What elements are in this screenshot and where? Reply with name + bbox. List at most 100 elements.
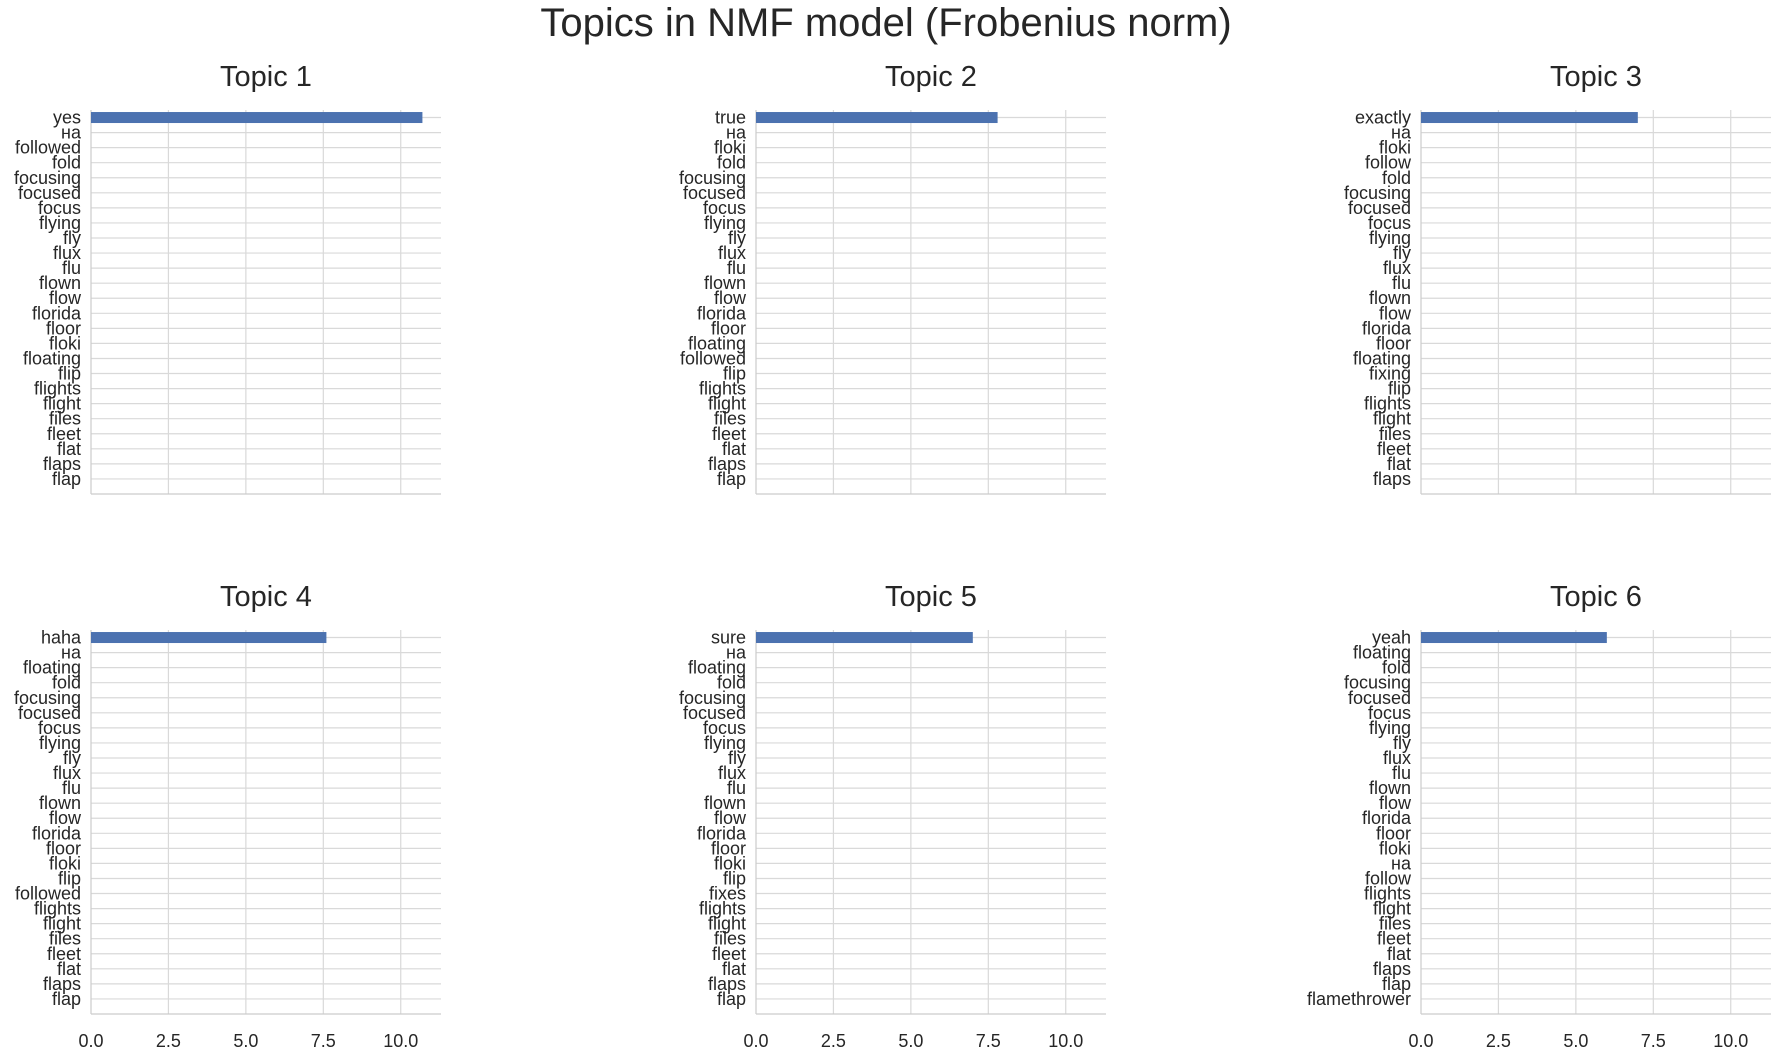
y-tick-label: flaps [1373,959,1411,979]
y-tick-label: files [49,929,81,949]
y-tick-label: florida [697,823,747,843]
figure-title: Topics in NMF model (Frobenius norm) [540,1,1232,45]
y-tick-label: haha [41,628,82,648]
y-tick-label: flying [1369,718,1411,738]
y-tick-label: focus [703,718,746,738]
x-tick-label: 7.5 [311,1031,336,1047]
y-tick-label: fold [717,673,746,693]
y-tick-label: на [61,123,82,143]
y-tick-label: flight [708,394,746,414]
y-tick-label: flap [52,989,81,1009]
y-tick-label: flow [1379,793,1412,813]
y-tick-label: fleet [712,944,746,964]
y-tick-label: flow [714,808,747,828]
y-tick-label: flown [704,793,746,813]
x-tick-label: 5.0 [1563,1031,1588,1047]
y-tick-label: flown [39,273,81,293]
y-tick-label: на [726,123,747,143]
y-tick-label: flip [58,868,81,888]
y-tick-label: flat [1387,454,1411,474]
y-tick-label: focusing [1344,673,1411,693]
y-tick-label: florida [1362,318,1412,338]
y-tick-label: focusing [1344,183,1411,203]
y-tick-label: focusing [14,168,81,188]
y-tick-label: flux [1383,258,1411,278]
y-tick-label: на [61,643,82,663]
y-tick-label: focused [18,183,81,203]
y-tick-label: follow [1365,868,1412,888]
y-tick-label: flux [1383,748,1411,768]
panel-title: Topic 1 [220,61,312,93]
y-tick-label: focused [18,703,81,723]
y-tick-label: files [714,929,746,949]
y-tick-label: focus [38,718,81,738]
x-tick-label: 7.5 [976,1031,1001,1047]
x-tick-label: 5.0 [233,1031,258,1047]
y-tick-label: flaps [708,974,746,994]
y-tick-label: flights [1364,394,1411,414]
y-tick-label: followed [15,884,81,904]
y-tick-label: floor [1376,823,1411,843]
y-tick-label: flights [34,379,81,399]
y-tick-label: fleet [1377,929,1411,949]
y-tick-label: files [714,409,746,429]
y-tick-label: flat [1387,944,1411,964]
y-tick-label: focused [683,703,746,723]
y-tick-label: floating [688,333,746,353]
x-tick-label: 10.0 [1048,1031,1083,1047]
x-tick-label: 0.0 [743,1031,768,1047]
y-tick-label: floor [711,318,746,338]
y-tick-label: floor [46,838,81,858]
y-tick-label: floki [1379,138,1411,158]
y-tick-label: flu [727,778,746,798]
y-tick-label: focused [1348,198,1411,218]
y-tick-label: flying [704,213,746,233]
topic-panel-1: Topic 1yesнаfollowedfoldfocusingfocusedf… [14,61,441,495]
y-tick-label: fold [1382,658,1411,678]
y-tick-label: flu [727,258,746,278]
y-tick-label: flat [722,959,746,979]
y-tick-label: fleet [1377,439,1411,459]
y-tick-label: fly [63,748,81,768]
y-tick-label: flight [43,914,81,934]
y-tick-label: flux [718,243,746,263]
y-tick-label: floating [688,658,746,678]
y-tick-label: floor [1376,333,1411,353]
y-tick-label: flu [62,778,81,798]
panel-title: Topic 4 [220,581,312,613]
y-tick-label: flights [34,899,81,919]
y-tick-label: flow [714,288,747,308]
y-tick-label: на [726,643,747,663]
y-tick-label: flights [699,379,746,399]
x-tick-label: 10.0 [383,1031,418,1047]
y-tick-label: flow [49,808,82,828]
y-tick-label: flat [57,959,81,979]
y-tick-label: focusing [14,688,81,708]
y-tick-label: floor [711,838,746,858]
y-tick-label: florida [32,823,82,843]
y-tick-label: flaps [43,974,81,994]
y-tick-label: flight [1373,899,1411,919]
y-tick-label: flip [58,364,81,384]
x-tick-label: 5.0 [898,1031,923,1047]
y-tick-label: floating [23,348,81,368]
y-tick-label: flights [1364,884,1411,904]
y-tick-label: floating [1353,643,1411,663]
y-tick-label: yeah [1372,628,1411,648]
x-tick-label: 0.0 [78,1031,103,1047]
y-tick-label: floki [49,853,81,873]
y-tick-label: fly [1393,243,1411,263]
y-tick-label: floki [714,853,746,873]
y-tick-label: flu [1392,273,1411,293]
y-tick-label: focus [1368,213,1411,233]
topic-panel-5: Topic 5 sureнаfloatingfoldfocusingfocused… [679,581,1106,1047]
y-tick-label: focus [38,198,81,218]
y-tick-label: fly [728,748,746,768]
y-tick-label: flown [39,793,81,813]
y-tick-label: flap [52,469,81,489]
y-tick-label: follow [1365,153,1412,173]
y-tick-label: flaps [708,454,746,474]
y-tick-label: fixes [709,884,746,904]
y-tick-label: flying [704,733,746,753]
y-tick-label: flap [717,469,746,489]
